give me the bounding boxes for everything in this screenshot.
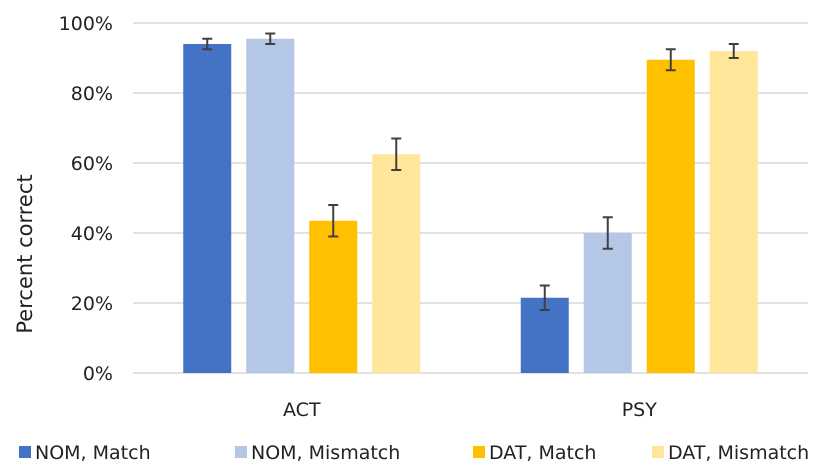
gridlines — [133, 22, 808, 374]
legend-swatch — [652, 446, 664, 458]
bar — [372, 154, 421, 373]
y-axis-label: Percent correct — [13, 174, 37, 333]
y-tick-label: 40% — [71, 223, 113, 245]
bar — [646, 59, 695, 373]
x-category-label: PSY — [622, 399, 658, 421]
x-category-label: ACT — [283, 399, 321, 421]
legend-swatch — [235, 446, 247, 458]
legend: NOM, Match NOM, Mismatch DAT, Match DAT, Mi… — [19, 442, 809, 464]
legend-swatch — [473, 446, 485, 458]
bar — [246, 38, 295, 373]
bars — [183, 38, 758, 373]
legend-label: NOM, Mismatch — [251, 442, 400, 464]
y-axis-ticks: 0% 20% 40% 60% 80% 100% — [59, 13, 113, 385]
error-bars — [202, 32, 739, 311]
legend-label: DAT, Match — [489, 442, 596, 464]
legend-label: NOM, Match — [35, 442, 151, 464]
bar — [709, 51, 758, 373]
y-tick-label: 20% — [71, 293, 113, 315]
bar — [583, 233, 632, 373]
legend-swatch — [19, 446, 31, 458]
x-axis-categories: ACT PSY — [283, 399, 657, 421]
y-tick-label: 0% — [83, 363, 113, 385]
bar — [309, 220, 358, 373]
bar — [183, 44, 232, 373]
y-tick-label: 60% — [71, 153, 113, 175]
y-tick-label: 80% — [71, 83, 113, 105]
y-tick-label: 100% — [59, 13, 113, 35]
legend-label: DAT, Mismatch — [668, 442, 809, 464]
